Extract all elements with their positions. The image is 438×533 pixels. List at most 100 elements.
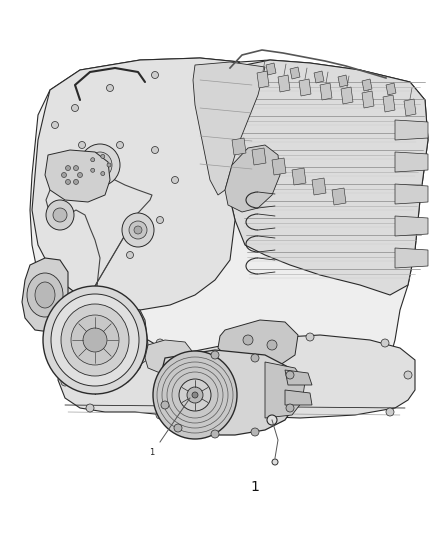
- Ellipse shape: [78, 141, 85, 149]
- Polygon shape: [362, 79, 372, 91]
- Ellipse shape: [122, 213, 154, 247]
- Polygon shape: [257, 71, 269, 88]
- Polygon shape: [285, 370, 312, 385]
- Polygon shape: [45, 150, 110, 202]
- Polygon shape: [58, 335, 415, 418]
- Polygon shape: [395, 216, 428, 236]
- Ellipse shape: [106, 85, 113, 92]
- Ellipse shape: [117, 141, 124, 149]
- Ellipse shape: [52, 122, 59, 128]
- Polygon shape: [292, 168, 306, 185]
- Ellipse shape: [71, 315, 119, 365]
- Polygon shape: [265, 362, 305, 418]
- Ellipse shape: [211, 351, 219, 359]
- Ellipse shape: [61, 304, 129, 376]
- Polygon shape: [285, 390, 312, 405]
- Ellipse shape: [80, 144, 120, 186]
- Polygon shape: [193, 62, 265, 195]
- Ellipse shape: [381, 339, 389, 347]
- Polygon shape: [341, 87, 353, 104]
- Polygon shape: [312, 178, 326, 195]
- Ellipse shape: [101, 172, 105, 175]
- Polygon shape: [32, 58, 240, 310]
- Ellipse shape: [404, 371, 412, 379]
- Polygon shape: [22, 258, 68, 332]
- Ellipse shape: [156, 411, 164, 419]
- Polygon shape: [42, 268, 148, 388]
- Ellipse shape: [54, 156, 90, 194]
- Ellipse shape: [161, 401, 169, 409]
- Ellipse shape: [226, 336, 234, 344]
- Polygon shape: [362, 91, 374, 108]
- Ellipse shape: [66, 166, 71, 171]
- Ellipse shape: [43, 286, 147, 394]
- Polygon shape: [383, 95, 395, 112]
- Ellipse shape: [27, 273, 63, 317]
- Ellipse shape: [272, 459, 278, 465]
- Ellipse shape: [95, 160, 105, 170]
- Polygon shape: [290, 67, 300, 79]
- Ellipse shape: [156, 339, 164, 347]
- Ellipse shape: [101, 155, 105, 158]
- Polygon shape: [395, 152, 428, 172]
- Ellipse shape: [152, 71, 159, 78]
- Ellipse shape: [66, 180, 71, 184]
- Ellipse shape: [61, 378, 69, 386]
- Ellipse shape: [243, 335, 253, 345]
- Ellipse shape: [53, 208, 67, 222]
- Polygon shape: [266, 63, 276, 75]
- Ellipse shape: [386, 408, 394, 416]
- Ellipse shape: [251, 428, 259, 436]
- Polygon shape: [30, 58, 428, 400]
- Ellipse shape: [134, 226, 142, 234]
- Polygon shape: [395, 184, 428, 204]
- Ellipse shape: [187, 387, 203, 403]
- Polygon shape: [332, 188, 346, 205]
- Ellipse shape: [129, 221, 147, 239]
- Ellipse shape: [179, 379, 211, 411]
- Ellipse shape: [153, 351, 237, 439]
- Polygon shape: [395, 248, 428, 268]
- Polygon shape: [145, 340, 195, 375]
- Ellipse shape: [211, 430, 219, 438]
- Ellipse shape: [46, 200, 74, 230]
- Ellipse shape: [83, 328, 107, 352]
- Ellipse shape: [74, 180, 78, 184]
- Polygon shape: [218, 320, 298, 368]
- Text: 1: 1: [149, 448, 155, 457]
- Polygon shape: [232, 138, 246, 155]
- Ellipse shape: [107, 163, 111, 167]
- Ellipse shape: [91, 168, 95, 172]
- Ellipse shape: [74, 166, 78, 171]
- Polygon shape: [386, 83, 396, 95]
- Ellipse shape: [174, 424, 182, 432]
- Ellipse shape: [156, 216, 163, 223]
- Ellipse shape: [192, 392, 198, 398]
- Ellipse shape: [172, 176, 179, 183]
- Polygon shape: [272, 158, 286, 175]
- Ellipse shape: [286, 404, 294, 412]
- Ellipse shape: [127, 252, 134, 259]
- Ellipse shape: [35, 282, 55, 308]
- Polygon shape: [299, 79, 311, 96]
- Text: 1: 1: [251, 480, 259, 494]
- Ellipse shape: [78, 173, 82, 177]
- Ellipse shape: [91, 158, 95, 161]
- Polygon shape: [278, 75, 290, 92]
- Polygon shape: [404, 99, 416, 116]
- Ellipse shape: [267, 415, 277, 425]
- Polygon shape: [314, 71, 324, 83]
- Ellipse shape: [251, 354, 259, 362]
- Polygon shape: [320, 83, 332, 100]
- Polygon shape: [252, 148, 266, 165]
- Polygon shape: [225, 60, 428, 295]
- Ellipse shape: [61, 173, 67, 177]
- Ellipse shape: [306, 333, 314, 341]
- Ellipse shape: [86, 404, 94, 412]
- Polygon shape: [395, 120, 428, 140]
- Ellipse shape: [286, 371, 294, 379]
- Polygon shape: [338, 75, 348, 87]
- Ellipse shape: [51, 294, 139, 386]
- Polygon shape: [160, 350, 298, 435]
- Ellipse shape: [88, 152, 112, 178]
